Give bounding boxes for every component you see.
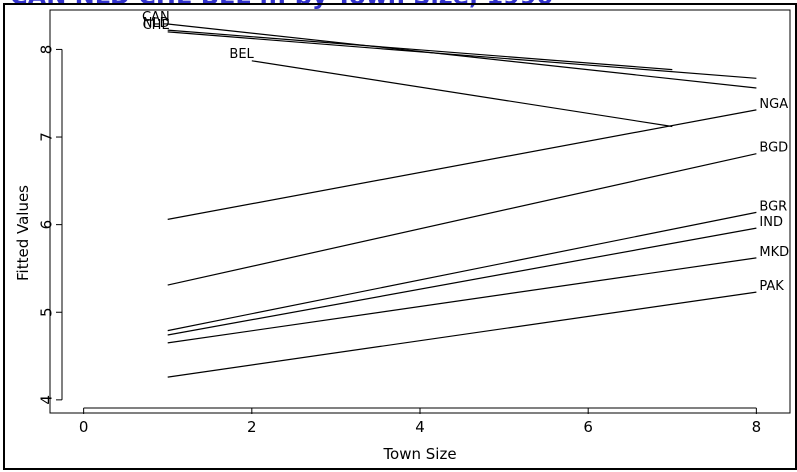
x-tick-label: 2 [247,418,257,436]
x-tick-label: 0 [79,418,89,436]
x-tick-label: 8 [752,418,762,436]
x-axis-title: Town Size [382,445,456,463]
series-label-che: CHE [143,18,170,33]
series-label-nga: NGA [759,97,788,112]
series-label-bgr: BGR [759,199,787,214]
series-label-bgd: BGD [759,141,788,156]
series-line-bgd [167,153,757,286]
plot-area [49,9,791,414]
series-lines [167,23,757,378]
x-tick-label: 6 [583,418,593,436]
series-label-can: CAN [142,10,170,25]
series-line-bgr [167,211,757,332]
y-axis: 4 5 6 7 8 [38,45,63,405]
series-label-mkd: MKD [759,245,789,260]
series-label-pak: PAK [759,279,784,294]
figure-border [3,3,797,470]
series-line-pak [167,291,757,378]
series-line-nld [167,29,673,71]
y-axis-title: Fitted Values [14,185,32,281]
y-tick-label: 4 [38,395,56,405]
series-line-mkd [167,257,757,344]
y-tick-label: 5 [38,307,56,317]
x-tick-label: 4 [415,418,425,436]
series-label-bel: BEL [229,47,254,62]
series-label-ind: IND [759,215,783,230]
series-line-nga [167,109,757,220]
y-tick-label: 6 [38,220,56,230]
y-tick-label: 8 [38,45,56,55]
x-axis: 0 2 4 6 8 [79,407,762,436]
series-line-ind [167,227,757,336]
series-line-che [167,31,757,79]
series-line-bel [251,60,673,128]
series-line-can [167,23,757,89]
series-label-nld: NLD [143,16,170,31]
y-tick-label: 7 [38,132,56,142]
